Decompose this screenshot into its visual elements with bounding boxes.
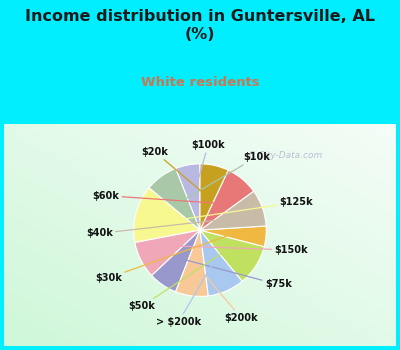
Wedge shape [200, 226, 266, 247]
Wedge shape [200, 191, 266, 230]
Text: ⓘ City-Data.com: ⓘ City-Data.com [250, 151, 322, 160]
Text: $100k: $100k [191, 140, 225, 196]
Text: $125k: $125k [167, 197, 313, 222]
Text: Income distribution in Guntersville, AL
(%): Income distribution in Guntersville, AL … [25, 9, 375, 42]
Wedge shape [134, 188, 200, 243]
Text: $40k: $40k [86, 218, 232, 238]
Wedge shape [200, 230, 264, 281]
Text: $200k: $200k [196, 264, 258, 323]
Text: $50k: $50k [128, 248, 229, 312]
Wedge shape [135, 230, 200, 275]
Text: $10k: $10k [180, 152, 270, 202]
Wedge shape [200, 164, 228, 230]
Wedge shape [200, 230, 242, 296]
Text: $30k: $30k [95, 233, 234, 283]
Text: White residents: White residents [141, 76, 259, 89]
Wedge shape [176, 164, 200, 230]
Text: $20k: $20k [142, 147, 208, 196]
Wedge shape [200, 170, 254, 230]
Wedge shape [149, 168, 200, 230]
Text: $75k: $75k [181, 259, 292, 289]
Text: > $200k: > $200k [156, 262, 214, 327]
Wedge shape [152, 230, 200, 292]
Text: $60k: $60k [92, 191, 222, 204]
Wedge shape [176, 230, 208, 296]
Text: $150k: $150k [169, 245, 308, 255]
